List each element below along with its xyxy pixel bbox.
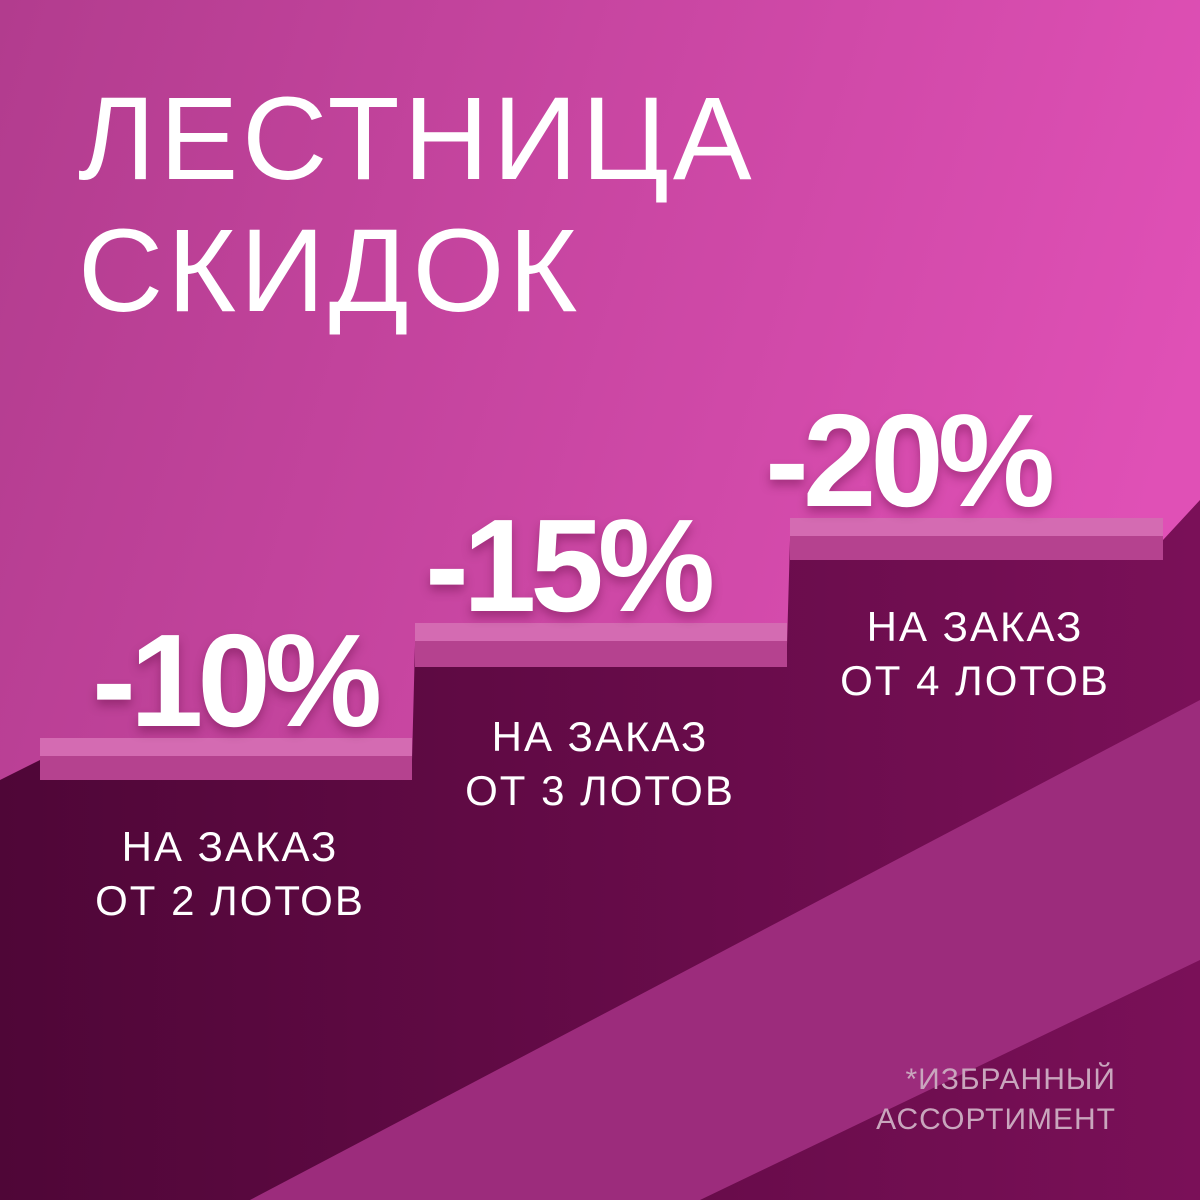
caption-line: НА ЗАКАЗ: [121, 823, 339, 870]
footnote: *ИЗБРАННЫЙ АССОРТИМЕНТ: [876, 1060, 1116, 1140]
caption-line: ОТ 3 ЛОТОВ: [465, 767, 735, 814]
discount-15: -15%: [425, 492, 715, 639]
title-line-1: ЛЕСТНИЦА: [78, 73, 756, 205]
shelf-1: [40, 738, 412, 756]
footnote-line: *ИЗБРАННЫЙ: [905, 1063, 1116, 1096]
caption-line: НА ЗАКАЗ: [491, 713, 709, 760]
caption-step-2: НА ЗАКАЗ ОТ 3 ЛОТОВ: [430, 710, 770, 818]
title-line-2: СКИДОК: [78, 205, 582, 337]
caption-line: НА ЗАКАЗ: [866, 603, 1084, 650]
discount-10: -10%: [92, 607, 382, 754]
discount-20: -20%: [765, 387, 1055, 534]
light-band: [250, 700, 1200, 1200]
footnote-line: АССОРТИМЕНТ: [876, 1103, 1116, 1136]
shelf-3: [790, 518, 1163, 536]
caption-step-3: НА ЗАКАЗ ОТ 4 ЛОТОВ: [805, 600, 1145, 708]
caption-step-1: НА ЗАКАЗ ОТ 2 ЛОТОВ: [60, 820, 400, 928]
caption-line: ОТ 4 ЛОТОВ: [840, 657, 1110, 704]
caption-line: ОТ 2 ЛОТОВ: [95, 877, 365, 924]
shelf-2: [415, 623, 787, 641]
